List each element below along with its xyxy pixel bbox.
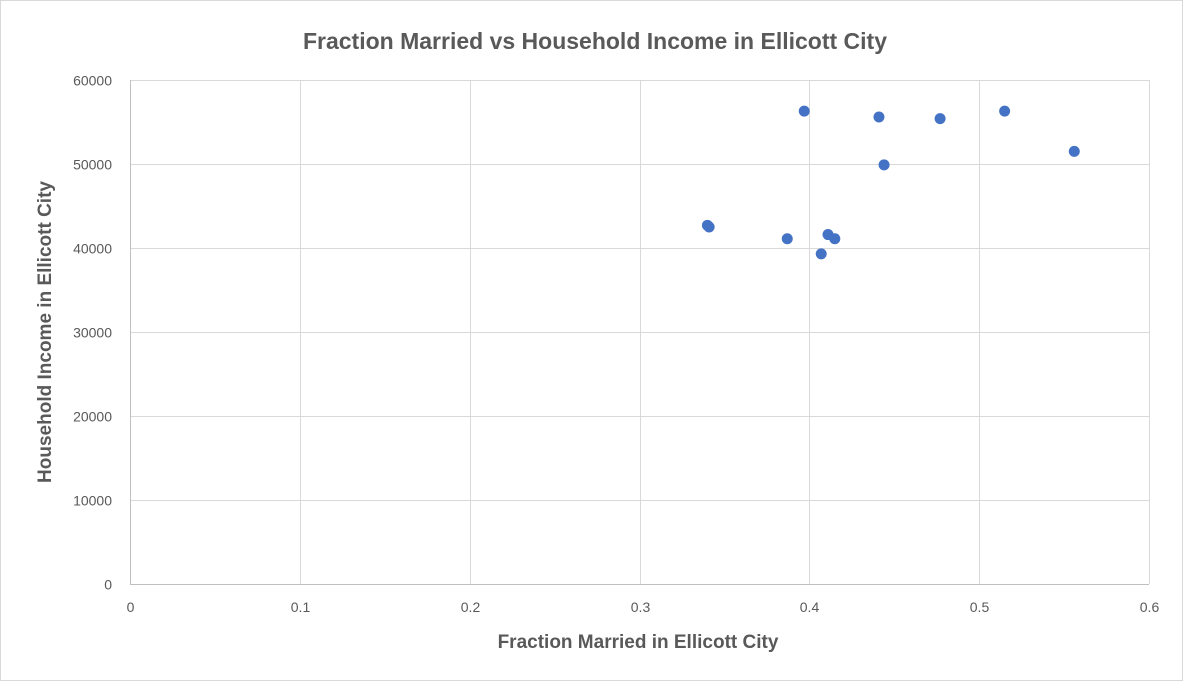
x-tick-label: 0.2 bbox=[461, 599, 481, 615]
x-tick-label: 0.3 bbox=[631, 599, 651, 615]
data-points bbox=[701, 105, 1080, 260]
data-point bbox=[1068, 145, 1080, 157]
y-tick-label: 0 bbox=[104, 577, 112, 593]
data-point bbox=[815, 248, 827, 260]
data-point bbox=[781, 233, 793, 245]
gridlines bbox=[130, 80, 1150, 585]
x-tick-label: 0 bbox=[127, 599, 135, 615]
y-axis-title: Household Income in Ellicott City bbox=[35, 181, 56, 483]
data-point bbox=[703, 221, 715, 233]
chart-title: Fraction Married vs Household Income in … bbox=[303, 28, 887, 54]
data-point bbox=[934, 113, 946, 125]
y-tick-label: 30000 bbox=[73, 325, 112, 341]
x-tick-label: 0.1 bbox=[291, 599, 311, 615]
data-point bbox=[873, 111, 885, 123]
y-tick-label: 40000 bbox=[73, 241, 112, 257]
tick-labels: 0 10000 20000 30000 40000 50000 60000 0 0.1 0.2 0.… bbox=[73, 73, 1159, 616]
x-axis-title: Fraction Married in Ellicott City bbox=[498, 632, 779, 653]
x-tick-label: 0.6 bbox=[1140, 599, 1160, 615]
y-tick-label: 20000 bbox=[73, 409, 112, 425]
x-tick-label: 0.4 bbox=[800, 599, 820, 615]
y-tick-label: 60000 bbox=[73, 73, 112, 89]
y-tick-label: 10000 bbox=[73, 493, 112, 509]
y-tick-label: 50000 bbox=[73, 157, 112, 173]
data-point bbox=[798, 105, 810, 117]
x-tick-label: 0.5 bbox=[970, 599, 990, 615]
data-point bbox=[999, 105, 1011, 117]
data-point bbox=[878, 159, 890, 171]
data-point bbox=[829, 233, 841, 245]
